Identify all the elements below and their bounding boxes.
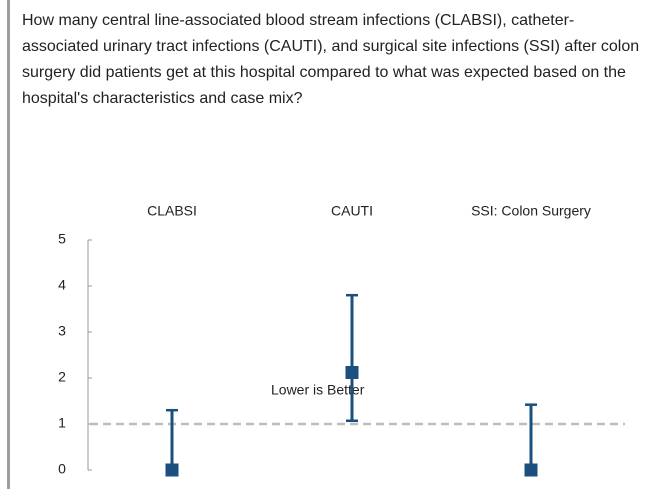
point-estimate xyxy=(165,463,179,477)
point-estimate xyxy=(524,463,538,477)
y-tick-label: 4 xyxy=(58,277,66,293)
annotation: Lower is Better xyxy=(271,382,365,398)
y-tick-label: 2 xyxy=(58,369,66,385)
question-title: How many central line-associated blood s… xyxy=(22,12,640,107)
y-tick-label: 5 xyxy=(58,231,66,247)
category-label: CAUTI xyxy=(331,203,373,219)
y-tick-label: 3 xyxy=(58,323,66,339)
y-tick-label: 0 xyxy=(58,461,66,477)
category-label: SSI: Colon Surgery xyxy=(471,203,591,219)
side-border xyxy=(7,0,10,489)
y-tick-label: 1 xyxy=(58,415,66,431)
point-estimate xyxy=(345,365,359,379)
category-label: CLABSI xyxy=(147,203,197,219)
